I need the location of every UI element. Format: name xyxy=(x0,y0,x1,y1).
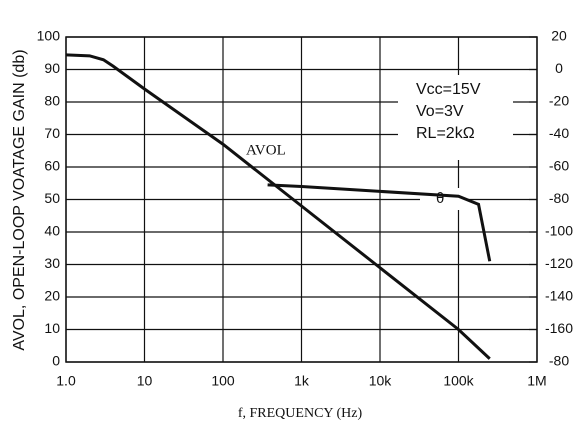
y2-tick-label: 20 xyxy=(551,28,567,44)
y2-tick-label: -140 xyxy=(545,288,573,304)
y2-tick-label: -160 xyxy=(545,320,573,336)
plot-frame xyxy=(65,36,538,363)
y2-tick-label: 0 xyxy=(555,60,563,76)
annotation: RL=2kΩ xyxy=(416,125,475,142)
x-tick-label: 1k xyxy=(294,373,310,389)
y-tick-label: 40 xyxy=(44,223,60,239)
y2-tick-label: -100 xyxy=(545,223,573,239)
y2-tick-label: -80 xyxy=(549,353,569,369)
annotation: Vo=3V xyxy=(416,103,464,120)
annotation-box xyxy=(398,75,513,160)
x-tick-label: 100k xyxy=(443,373,474,389)
label-box xyxy=(240,140,300,162)
y-tick-label: 100 xyxy=(37,28,61,44)
y-tick-label: 50 xyxy=(44,190,60,206)
x-tick-label: 100 xyxy=(211,373,235,389)
x-tick-label: 1M xyxy=(527,373,546,389)
y-tick-label: 20 xyxy=(44,288,60,304)
series-label: AVOL xyxy=(246,142,286,158)
y-tick-label: 70 xyxy=(44,125,60,141)
y-tick-label: 90 xyxy=(44,60,60,76)
y-tick-label: 80 xyxy=(44,93,60,109)
y-tick-label: 10 xyxy=(44,320,60,336)
x-axis-label: f, FREQUENCY (Hz) xyxy=(238,406,363,421)
x-tick-label: 10k xyxy=(369,373,393,389)
y2-tick-label: -40 xyxy=(549,125,569,141)
series-line xyxy=(65,53,491,360)
y-tick-label: 30 xyxy=(44,255,60,271)
y2-tick-label: -20 xyxy=(549,93,569,109)
y-tick-label: 60 xyxy=(44,158,60,174)
y-tick-label: 0 xyxy=(52,353,60,369)
series-line xyxy=(267,183,492,262)
y2-tick-label: -120 xyxy=(545,255,573,271)
x-tick-label: 1.0 xyxy=(56,373,76,389)
y-axis-label: AVOL, OPEN-LOOP VOATAGE GAIN (db) xyxy=(11,49,28,350)
annotation: Vcc=15V xyxy=(416,81,481,98)
y2-tick-label: -60 xyxy=(549,158,569,174)
series-label: θ xyxy=(436,190,444,207)
x-tick-label: 10 xyxy=(137,373,153,389)
y2-tick-label: -80 xyxy=(549,190,569,206)
